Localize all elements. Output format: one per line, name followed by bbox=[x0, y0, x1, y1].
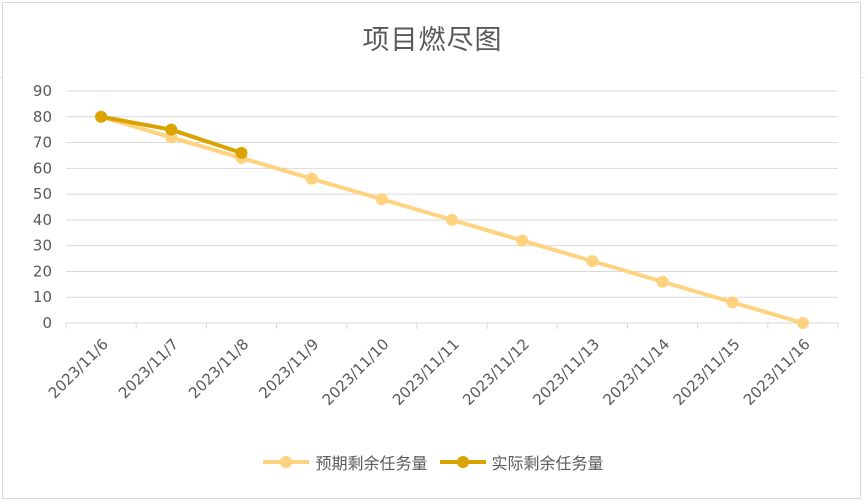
legend-swatch-expected bbox=[263, 456, 310, 468]
x-tick-label-4: 2023/11/10 bbox=[319, 335, 393, 409]
x-tick-label-8: 2023/11/14 bbox=[600, 335, 674, 409]
data-point-s0-6 bbox=[516, 234, 529, 247]
data-point-s0-10 bbox=[796, 317, 809, 329]
x-tick-label-2: 2023/11/8 bbox=[185, 335, 252, 402]
y-tick-label-40: 40 bbox=[33, 211, 52, 229]
legend: 预期剩余任务量 实际剩余任务量 bbox=[0, 450, 865, 474]
y-tick-label-70: 70 bbox=[33, 134, 52, 152]
legend-label-expected: 预期剩余任务量 bbox=[315, 454, 428, 473]
y-tick-label-30: 30 bbox=[33, 237, 52, 255]
y-tick-label-90: 90 bbox=[33, 82, 52, 100]
data-point-s0-5 bbox=[446, 213, 458, 226]
data-point-s1-0 bbox=[95, 110, 108, 123]
data-point-s1-2 bbox=[235, 146, 248, 159]
chart-title: 项目燃尽图 bbox=[362, 25, 503, 56]
x-tick-label-1: 2023/11/7 bbox=[115, 335, 182, 402]
y-tick-label-10: 10 bbox=[33, 288, 52, 306]
y-tick-label-20: 20 bbox=[33, 262, 52, 280]
x-tick-label-5: 2023/11/11 bbox=[389, 335, 463, 409]
data-point-s0-3 bbox=[305, 172, 318, 185]
x-tick-label-6: 2023/11/12 bbox=[459, 335, 533, 409]
legend-item-expected: 预期剩余任务量 bbox=[261, 450, 428, 474]
data-point-s0-7 bbox=[586, 255, 599, 268]
y-tick-label-60: 60 bbox=[33, 159, 52, 177]
x-tick-label-10: 2023/11/16 bbox=[740, 335, 814, 409]
x-tick-label-7: 2023/11/13 bbox=[529, 335, 603, 409]
x-tick-label-3: 2023/11/9 bbox=[255, 335, 322, 402]
legend-swatch-actual bbox=[439, 456, 486, 468]
legend-item-actual: 实际剩余任务量 bbox=[438, 450, 604, 474]
y-tick-label-0: 0 bbox=[42, 314, 52, 332]
data-point-s1-1 bbox=[165, 123, 178, 136]
y-tick-label-50: 50 bbox=[33, 185, 52, 203]
x-tick-label-9: 2023/11/15 bbox=[670, 335, 744, 409]
legend-label-actual: 实际剩余任务量 bbox=[491, 454, 604, 473]
y-tick-label-80: 80 bbox=[33, 108, 52, 126]
x-tick-label-0: 2023/11/6 bbox=[45, 335, 112, 402]
data-point-s0-9 bbox=[726, 296, 739, 309]
data-point-s0-4 bbox=[375, 193, 388, 206]
data-point-s0-8 bbox=[656, 275, 669, 288]
